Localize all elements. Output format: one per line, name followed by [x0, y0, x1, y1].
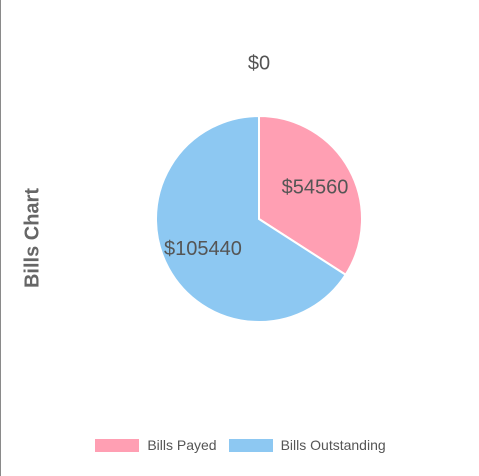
top-value-label: $0: [247, 52, 271, 75]
legend-label-bills-payed: Bills Payed: [147, 437, 217, 453]
legend: Bills Payed Bills Outstanding: [1, 437, 479, 453]
data-label-bills-payed: $54560: [282, 177, 349, 199]
legend-label-bills-outstanding: Bills Outstanding: [280, 437, 386, 453]
pie-slice-bills-outstanding[interactable]: [155, 114, 348, 323]
legend-swatch-bills-payed: [95, 438, 140, 452]
legend-swatch-bills-outstanding: [228, 438, 273, 452]
data-label-bills-outstanding: $105440: [164, 238, 242, 260]
legend-item-bills-payed[interactable]: Bills Payed: [95, 437, 217, 453]
legend-item-bills-outstanding[interactable]: Bills Outstanding: [228, 437, 386, 453]
